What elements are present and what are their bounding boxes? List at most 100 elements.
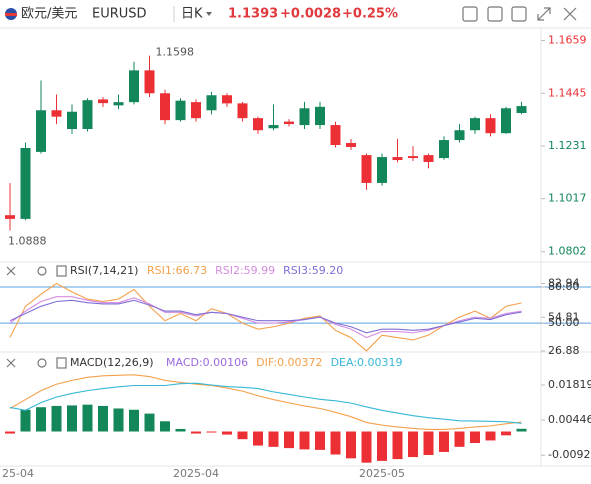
candle-body <box>253 118 263 131</box>
macd-bar <box>67 405 77 432</box>
x-tick-label: 25-04 <box>2 467 34 480</box>
symbol-cn: 欧元/美元 <box>21 7 77 22</box>
macd-info-icon[interactable] <box>56 357 67 369</box>
candle-body <box>20 147 31 219</box>
candle-body <box>299 108 310 126</box>
legend-entry: DIF:0.00372 <box>256 356 322 369</box>
macd-bar <box>129 409 139 432</box>
rsi-close-icon[interactable] <box>6 266 16 276</box>
y-tick-label: 50.00 <box>548 316 580 329</box>
y-tick-label: 80.00 <box>548 280 580 293</box>
candle-body <box>268 125 279 129</box>
macd-bar <box>485 431 496 441</box>
macd-bar <box>346 431 356 459</box>
macd-bar <box>299 431 310 450</box>
macd-bar <box>253 431 263 446</box>
rsi-title: RSI(7,14,21) <box>70 264 138 277</box>
tool-icon[interactable] <box>462 6 478 22</box>
candle-body <box>501 108 511 134</box>
candle-body <box>191 102 201 119</box>
candle-body <box>129 70 139 103</box>
macd-bar <box>82 404 93 432</box>
candle-body <box>377 157 387 183</box>
low-annotation: 1.0888 <box>8 234 47 247</box>
legend-entry: RSI3:59.20 <box>283 264 343 277</box>
x-tick-label: 2025-04 <box>173 467 219 480</box>
macd-bar <box>144 413 155 432</box>
y-tick-label: 1.0802 <box>548 245 587 258</box>
macd-bar <box>516 428 527 432</box>
rsi-line <box>9 299 522 334</box>
macd-bar <box>284 431 294 449</box>
header: 欧元/美元 EURUSD 日K 1.1393 +0.0028 +0.25% <box>5 6 577 22</box>
x-tick-label: 2025-05 <box>359 467 405 480</box>
macd-bar <box>454 431 465 447</box>
y-tick-label: 1.1445 <box>548 86 587 99</box>
y-tick-label: 1.1659 <box>548 34 587 47</box>
symbol: EURUSD <box>92 7 147 22</box>
macd-bar <box>222 431 232 435</box>
candle-body <box>516 106 527 113</box>
close-icon[interactable] <box>563 7 577 21</box>
high-annotation: 1.1598 <box>156 46 195 59</box>
period-dropdown[interactable] <box>206 12 212 16</box>
candle-body <box>470 118 480 131</box>
macd-bar <box>470 431 480 443</box>
macd-settings-icon[interactable] <box>37 358 47 368</box>
y-tick-label: 54.81 <box>548 310 580 323</box>
candle-body <box>160 93 170 121</box>
legend-entry: DEA:0.00319 <box>331 356 403 369</box>
candle-body <box>346 143 356 147</box>
y-tick-label: 0.00446 <box>548 413 591 426</box>
rsi-info-icon[interactable] <box>56 265 67 277</box>
macd-bar <box>408 431 418 458</box>
candle-body <box>439 140 449 159</box>
macd-bar <box>423 431 434 456</box>
candle-body <box>98 99 108 104</box>
expand-icon[interactable] <box>537 7 551 21</box>
macd-bar <box>5 431 15 434</box>
flag-stripe <box>5 13 17 16</box>
macd-bar <box>36 407 46 432</box>
macd-bar <box>330 431 341 455</box>
rsi-line <box>9 296 522 339</box>
macd-bar <box>237 431 248 440</box>
macd-bar <box>51 405 62 432</box>
macd-bar <box>206 431 217 433</box>
legend-entry: RSI2:59.99 <box>215 264 275 277</box>
candle-body <box>5 215 15 219</box>
tool-icon[interactable] <box>511 6 527 22</box>
candle-body <box>392 157 403 161</box>
candle-body <box>423 155 434 162</box>
macd-bar <box>268 431 279 447</box>
period[interactable]: 日K <box>181 7 203 22</box>
macd-bar <box>175 428 186 432</box>
macd-line <box>9 382 522 424</box>
rsi-settings-icon[interactable] <box>37 266 47 276</box>
candle-body <box>237 103 248 119</box>
candle-body <box>51 110 62 117</box>
candle-body <box>284 121 294 125</box>
macd-bar <box>98 405 108 432</box>
y-tick-label: 1.1017 <box>548 192 587 205</box>
macd-bar <box>160 421 170 432</box>
macd-bar <box>113 408 124 432</box>
candle-body <box>144 70 155 94</box>
y-tick-label: 1.1231 <box>548 139 587 152</box>
macd-close-icon[interactable] <box>6 358 16 368</box>
y-tick-label: 26.88 <box>548 344 580 357</box>
legend-entry: MACD:0.00106 <box>166 356 248 369</box>
candle-body <box>175 100 186 121</box>
tool-icon[interactable] <box>487 6 503 22</box>
macd-bar <box>191 431 201 434</box>
y-tick-label: -0.00928 <box>548 448 591 461</box>
macd-bar <box>361 431 372 463</box>
legend-entry: RSI1:66.73 <box>147 264 207 277</box>
candle-body <box>361 155 372 183</box>
macd-bar <box>439 431 449 452</box>
candle-body <box>82 100 93 129</box>
candle-body <box>206 95 217 111</box>
candle-body <box>113 102 124 106</box>
candle-body <box>330 125 341 145</box>
